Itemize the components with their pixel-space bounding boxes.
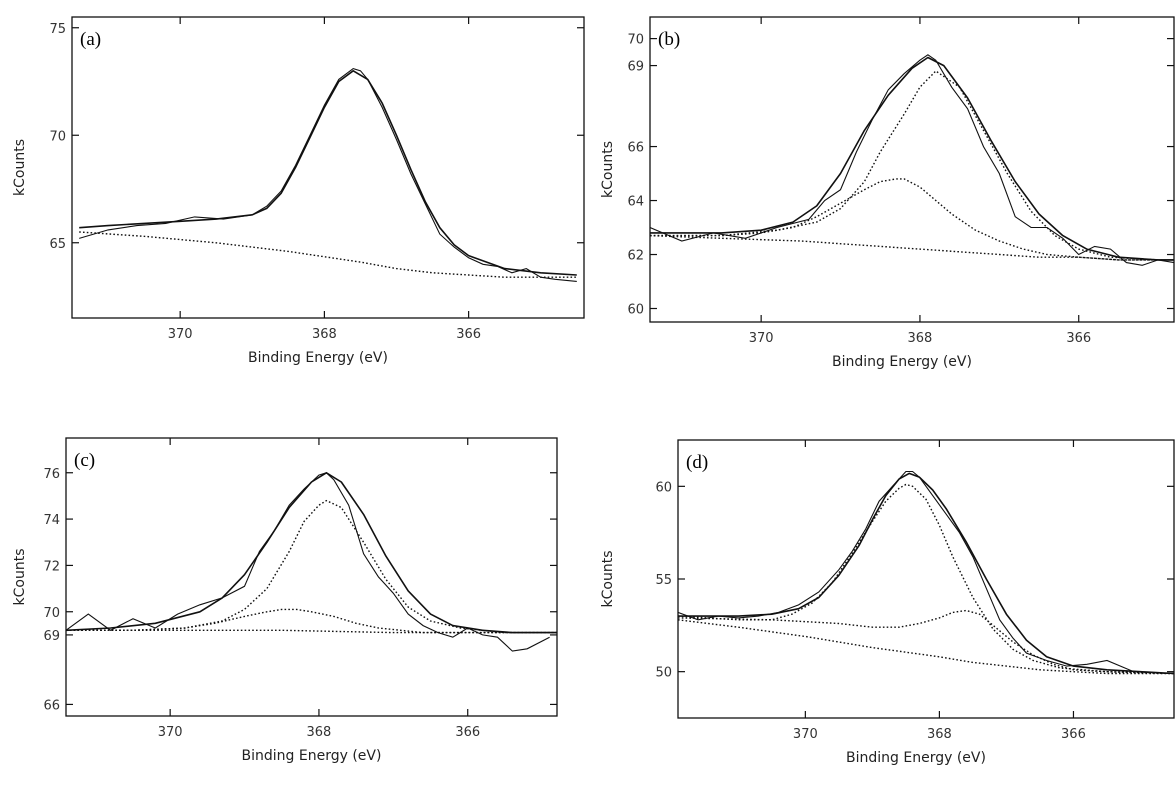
chart-b-panel-label: (b) — [658, 29, 680, 50]
chart-d: 370 368 366 50 55 60 Binding Energy (eV) kCount… — [588, 410, 1176, 799]
chart-b-ytick-label: 70 — [627, 33, 644, 48]
chart-c-xtick-label: 366 — [455, 725, 480, 740]
chart-d-xtick-label: 370 — [793, 727, 818, 742]
chart-b-ytick-label: 69 — [627, 60, 644, 75]
panel-a: 370 368 366 65 70 75 Binding Energy (eV) kCount… — [0, 0, 588, 382]
chart-c-ytick-label: 69 — [43, 629, 60, 644]
chart-a-plot-frame — [72, 17, 584, 318]
chart-c-plot-frame — [66, 438, 557, 716]
chart-a-ytick-label: 65 — [49, 237, 66, 252]
chart-b-xtick-label: 370 — [749, 331, 774, 346]
chart-d-ytick-label: 50 — [655, 666, 672, 681]
panel-b: 370 368 366 60 62 64 66 69 70 Binding Energy (eV)… — [588, 0, 1176, 382]
chart-b-xtick-label: 366 — [1066, 331, 1091, 346]
chart-c-xtick-label: 368 — [307, 725, 332, 740]
chart-c: 370 368 366 66 69 70 72 74 76 Binding Energy (eV)… — [0, 410, 588, 799]
chart-c-ytick-label: 72 — [43, 559, 60, 574]
chart-d-xaxis-title: Binding Energy (eV) — [846, 750, 986, 766]
chart-c-xaxis-title: Binding Energy (eV) — [242, 748, 382, 764]
chart-d-ytick-label: 55 — [655, 573, 672, 588]
chart-c-ytick-label: 70 — [43, 606, 60, 621]
panel-d: 370 368 366 50 55 60 Binding Energy (eV) kCount… — [588, 410, 1176, 799]
panel-c: 370 368 366 66 69 70 72 74 76 Binding Energy (eV)… — [0, 410, 588, 799]
chart-a-xtick-label: 366 — [456, 327, 481, 342]
chart-a-ytick-label: 75 — [49, 22, 66, 37]
chart-b-ytick-label: 64 — [627, 195, 644, 210]
chart-c-ytick-label: 74 — [43, 513, 60, 528]
chart-d-yaxis-title: kCounts — [600, 551, 616, 608]
chart-b-xaxis-title: Binding Energy (eV) — [832, 354, 972, 370]
chart-c-xtick-label: 370 — [158, 725, 183, 740]
chart-d-plot-frame — [678, 440, 1174, 718]
chart-b-ytick-label: 62 — [627, 249, 644, 264]
chart-b-xtick-label: 368 — [908, 331, 933, 346]
chart-c-yaxis-title: kCounts — [12, 549, 28, 606]
chart-a-ytick-label: 70 — [49, 129, 66, 144]
chart-a-yaxis-title: kCounts — [12, 139, 28, 196]
chart-a-xaxis-title: Binding Energy (eV) — [248, 350, 388, 366]
chart-b-ytick-label: 60 — [627, 303, 644, 318]
chart-a-panel-label: (a) — [80, 29, 101, 50]
chart-d-xtick-label: 366 — [1061, 727, 1086, 742]
chart-d-panel-label: (d) — [686, 452, 708, 473]
chart-b: 370 368 366 60 62 64 66 69 70 Binding Energy (eV)… — [588, 0, 1176, 382]
chart-c-panel-label: (c) — [74, 450, 95, 471]
chart-b-plot-frame — [650, 17, 1174, 322]
chart-b-ytick-label: 66 — [627, 141, 644, 156]
chart-a-xtick-label: 368 — [312, 327, 337, 342]
chart-b-yaxis-title: kCounts — [600, 141, 616, 198]
chart-d-xtick-label: 368 — [927, 727, 952, 742]
chart-c-ytick-label: 76 — [43, 467, 60, 482]
chart-a-xtick-label: 370 — [168, 327, 193, 342]
chart-c-ytick-label: 66 — [43, 698, 60, 713]
chart-a: 370 368 366 65 70 75 Binding Energy (eV) kCount… — [0, 0, 588, 382]
chart-d-ytick-label: 60 — [655, 480, 672, 495]
